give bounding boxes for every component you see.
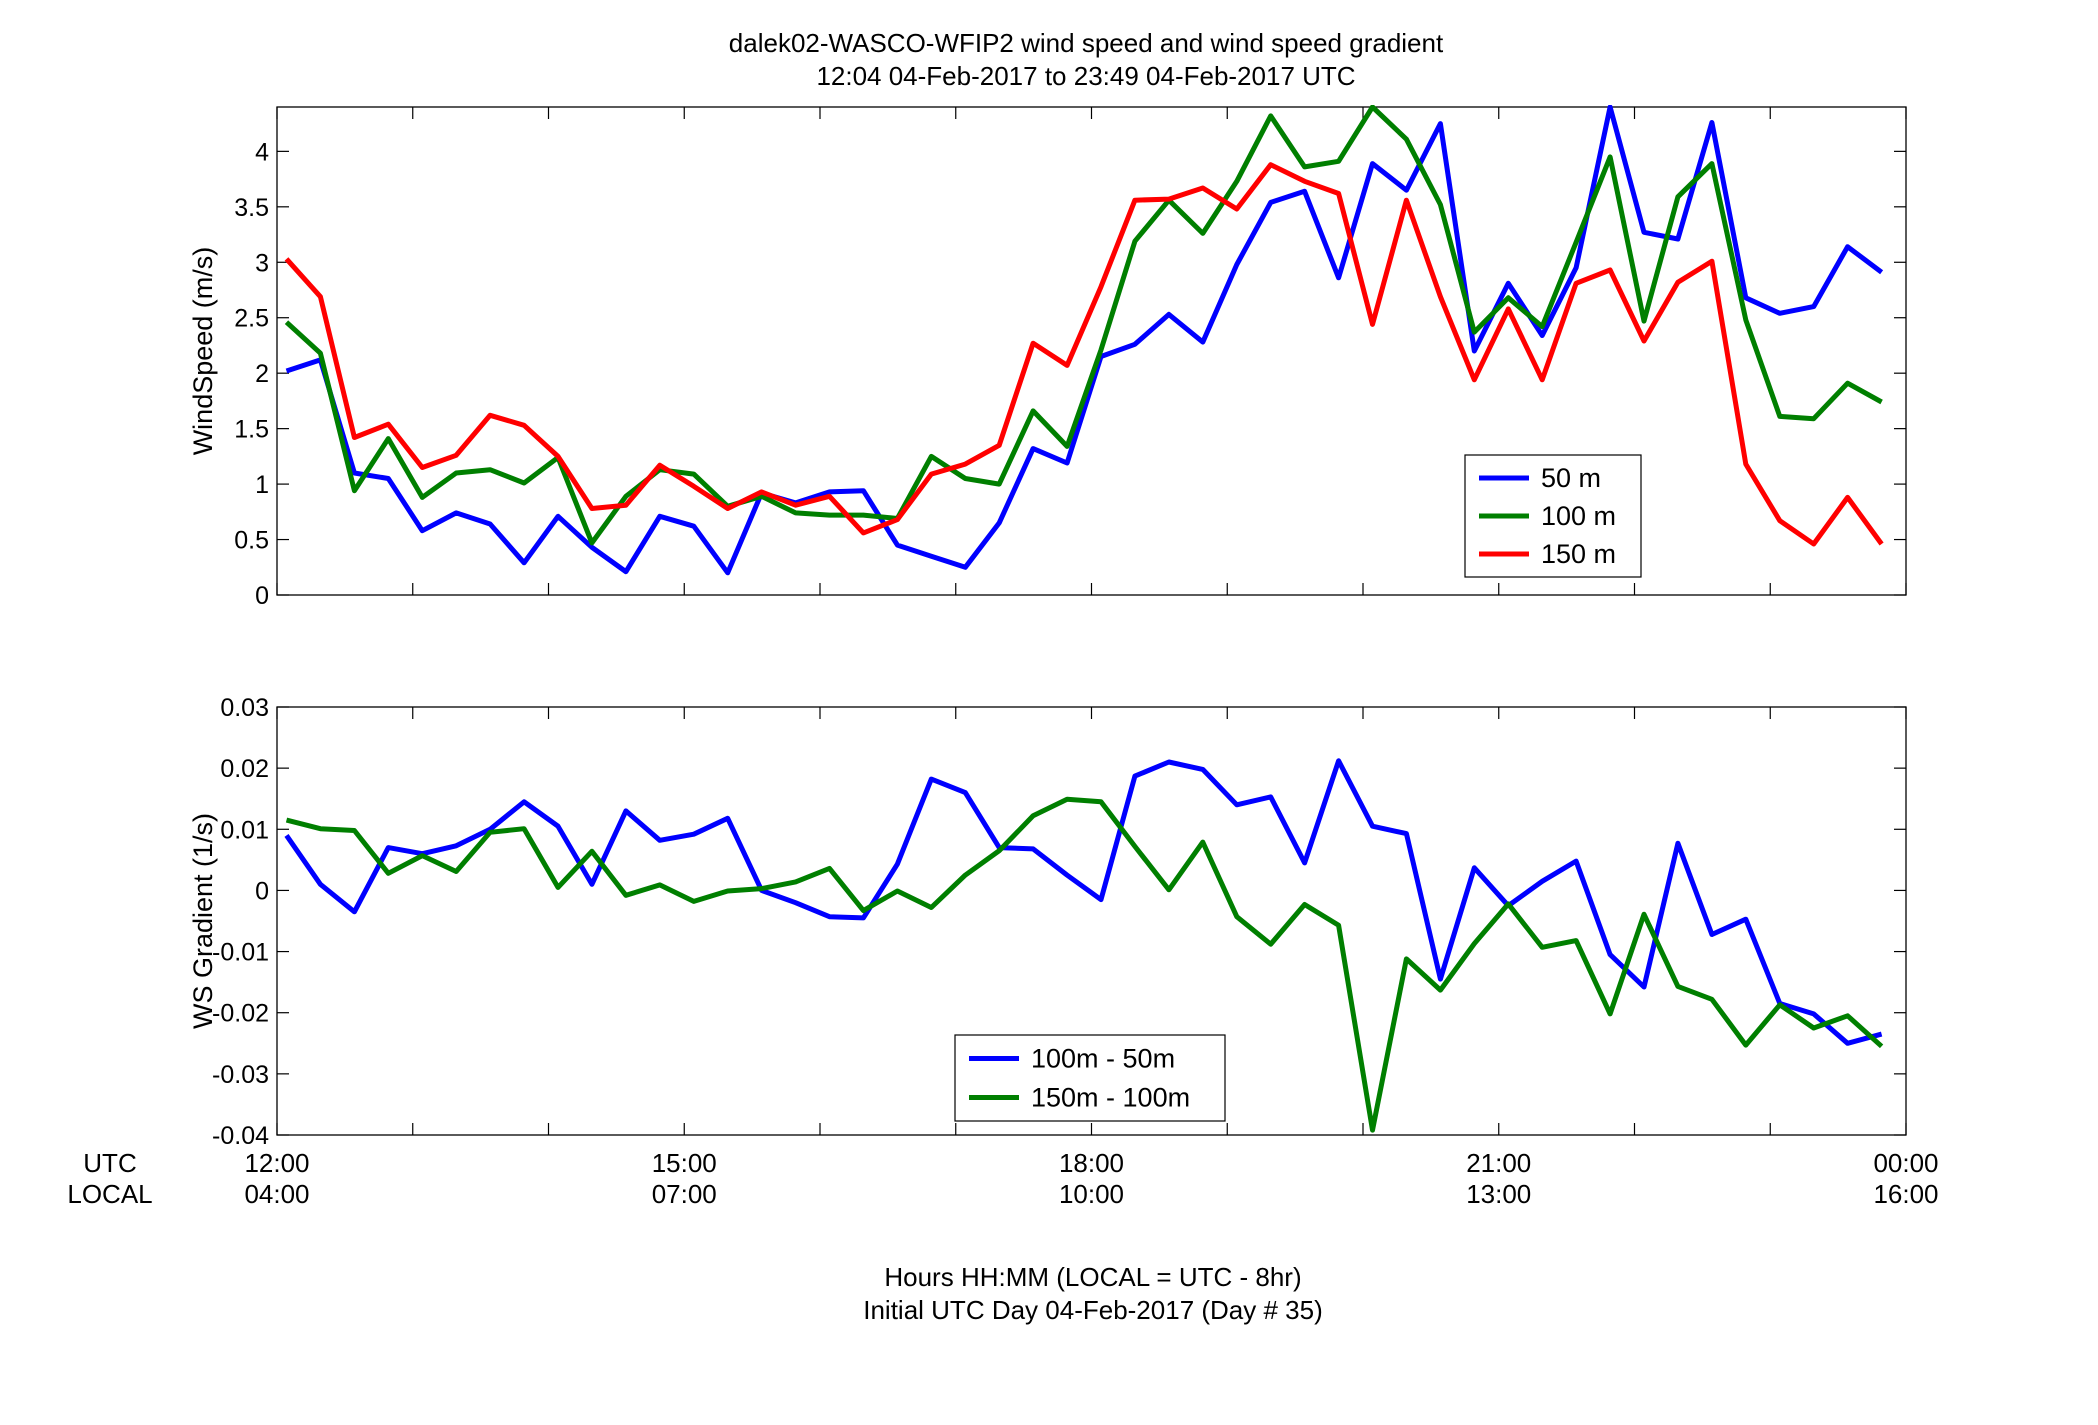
x-tick-label-utc: 21:00 [1466, 1148, 1531, 1178]
local-row-label: LOCAL [67, 1179, 152, 1209]
legend: 50 m 100 m 150 m [1464, 454, 1642, 578]
x-axis-label-line2: Initial UTC Day 04-Feb-2017 (Day # 35) [863, 1295, 1323, 1325]
x-tick-label-utc: 15:00 [652, 1148, 717, 1178]
legend-label: 50 m [1541, 463, 1601, 493]
x-tick-label-local: 07:00 [652, 1179, 717, 1209]
legend-label: 100 m [1541, 501, 1616, 531]
x-tick-label-local: 13:00 [1466, 1179, 1531, 1209]
utc-row-label: UTC [83, 1148, 136, 1178]
y-tick-label: 0.02 [220, 755, 269, 783]
y-axis-label: WindSpeed (m/s) [188, 247, 218, 456]
y-tick-label: -0.01 [212, 939, 269, 967]
series-line-50-m [285, 105, 1884, 576]
y-tick-label: 0.03 [220, 694, 269, 722]
legend-box [954, 1034, 1226, 1122]
legend: 100m - 50m 150m - 100m [954, 1034, 1226, 1122]
y-tick-label: 3.5 [234, 194, 269, 222]
plot-frame [276, 106, 1907, 596]
y-tick-label: 1.5 [234, 416, 269, 444]
chart-title-line1: dalek02-WASCO-WFIP2 wind speed and wind … [729, 28, 1444, 58]
x-tick-label-local: 10:00 [1059, 1179, 1124, 1209]
y-tick-label: 1 [255, 471, 269, 499]
y-tick-label: 2.5 [234, 305, 269, 333]
y-tick-label: 0.5 [234, 527, 269, 555]
series-line-100m-50m [284, 758, 1883, 1046]
x-tick-label-utc: 12:00 [244, 1148, 309, 1178]
windspeed-panel: 0 0.5 1 1.5 2 2.5 3 3.5 4 WindSpeed (m/s) 50 m 100 … [188, 105, 1907, 610]
legend-label: 100m - 50m [1031, 1044, 1175, 1074]
y-tick-label: 0 [255, 877, 269, 905]
y-tick-label: 2 [255, 360, 269, 388]
y-tick-label: 0 [255, 582, 269, 610]
chart-title-line2: 12:04 04-Feb-2017 to 23:49 04-Feb-2017 U… [816, 61, 1355, 91]
y-tick-label: -0.04 [212, 1122, 269, 1150]
series-line-150m-100m [285, 796, 1884, 1133]
legend-label: 150 m [1541, 539, 1616, 569]
x-tick-label-local: 04:00 [244, 1179, 309, 1209]
x-tick-label-local: 16:00 [1873, 1179, 1938, 1209]
y-tick-label: 4 [255, 138, 269, 166]
x-tick-label-utc: 00:00 [1873, 1148, 1938, 1178]
series-line-100-m [284, 105, 1883, 546]
series-line-150-m [284, 162, 1884, 547]
y-axis-label: WS Gradient (1/s) [188, 813, 218, 1029]
y-tick-label: 0.01 [220, 816, 269, 844]
x-tick-label-utc: 18:00 [1059, 1148, 1124, 1178]
x-axis-label-line1: Hours HH:MM (LOCAL = UTC - 8hr) [884, 1262, 1301, 1292]
gradient-panel: -0.04 -0.03 -0.02 -0.01 0 0.01 0.02 0.03 WS Grad… [188, 694, 1907, 1150]
y-tick-label: -0.02 [212, 1000, 269, 1028]
legend-label: 150m - 100m [1031, 1083, 1190, 1113]
y-tick-label: 3 [255, 249, 269, 277]
y-tick-label: -0.03 [212, 1061, 269, 1089]
